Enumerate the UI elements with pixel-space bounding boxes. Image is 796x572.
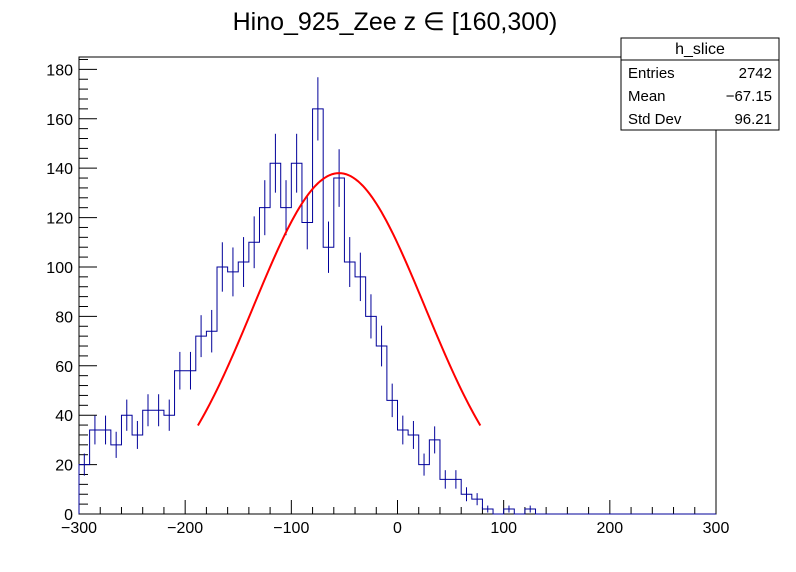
y-tick-label: 40 [55, 408, 73, 425]
error-bars [83, 77, 531, 513]
x-tick-label: −100 [273, 520, 309, 537]
fit-curve [197, 172, 482, 426]
stats-entries-label: Entries [628, 65, 675, 82]
x-tick-label: −300 [61, 520, 97, 537]
y-tick-label: 0 [64, 507, 73, 524]
gaussian-fit [197, 172, 482, 426]
x-tick-label: 0 [393, 520, 402, 537]
stats-stddev-label: Std Dev [628, 111, 682, 128]
y-tick-label: 160 [46, 112, 73, 129]
x-tick-label: 100 [490, 520, 517, 537]
y-tick-label: 120 [46, 211, 73, 228]
x-tick-label: −200 [167, 520, 203, 537]
plot-axes: −300 −200 −100 0 100 200 300 0 20 40 60 80 100 120 140… [46, 56, 730, 537]
y-tick-label: 100 [46, 260, 73, 277]
stats-box: h_slice Entries 2742 Mean −67.15 Std Dev… [620, 37, 780, 131]
histogram-outline [78, 108, 716, 515]
y-tick-label: 180 [46, 62, 73, 79]
y-tick-label: 60 [55, 359, 73, 376]
stats-box-title: h_slice [675, 41, 725, 58]
x-tick-label: 300 [703, 520, 730, 537]
stats-mean-label: Mean [628, 88, 666, 105]
stats-box-frame [620, 37, 780, 131]
y-tick-label: 140 [46, 161, 73, 178]
x-tick-label: 200 [596, 520, 623, 537]
y-tick-label: 80 [55, 309, 73, 326]
histogram-bins [78, 108, 716, 515]
stats-stddev-value: 96.21 [734, 111, 772, 128]
stats-mean-value: −67.15 [726, 88, 772, 105]
y-tick-label: 20 [55, 458, 73, 475]
stats-entries-value: 2742 [739, 65, 772, 82]
chart-title: Hino_925_Zee z ∈ [160,300) [233, 8, 558, 36]
plot-frame [78, 56, 717, 515]
